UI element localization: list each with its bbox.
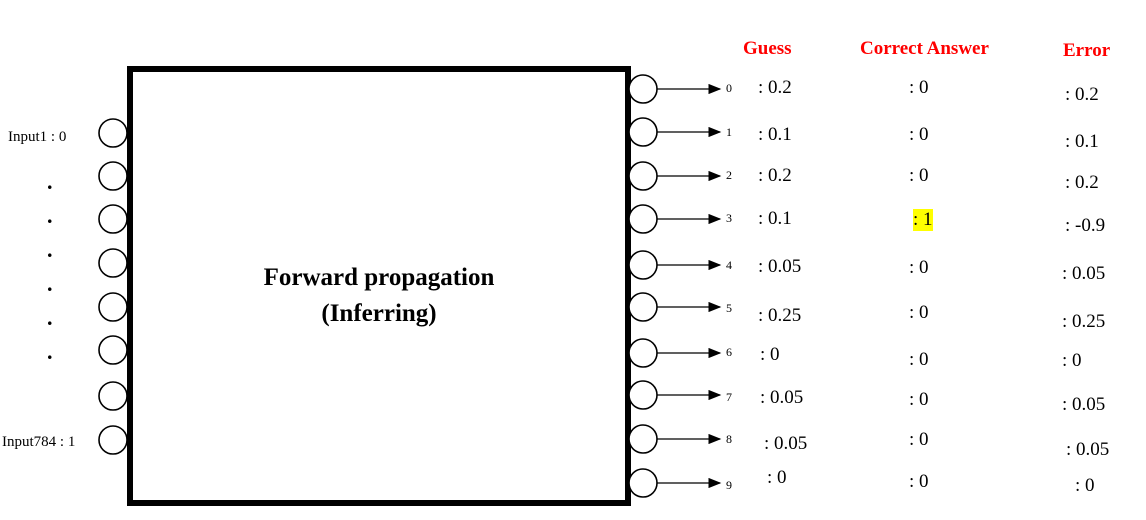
ellipsis-dot: .: [47, 203, 53, 228]
output-index: 1: [726, 125, 732, 139]
output-index: 5: [726, 301, 732, 315]
guess-value: : 0.2: [758, 165, 792, 186]
guess-value: : 0.05: [760, 387, 804, 408]
error-value: : 0.05: [1062, 263, 1106, 284]
correct-value: : 0: [909, 471, 929, 492]
error-value: : 0.05: [1062, 394, 1106, 415]
error-header: Error: [1063, 40, 1111, 61]
output-nodes: [628, 74, 722, 498]
error-value: : 0: [1062, 350, 1082, 371]
error-value: : 0.2: [1065, 172, 1099, 193]
correct-value: : 0: [909, 389, 929, 410]
output-index: 7: [726, 390, 732, 404]
output-index: 6: [726, 345, 732, 359]
forward-propagation-box: [127, 66, 631, 506]
input-last-label: Input784 : 1: [2, 434, 76, 450]
output-node: [628, 74, 658, 104]
ellipsis-dot: .: [47, 339, 53, 364]
input-node: [98, 335, 128, 365]
correct-value: : 0: [909, 257, 929, 278]
box-title-line1: Forward propagation: [263, 264, 495, 291]
output-node: [628, 468, 658, 498]
output-node: [628, 338, 658, 368]
output-node: [628, 292, 658, 322]
guess-value: : 0.1: [758, 208, 792, 229]
box-title-line2: (Inferring): [321, 300, 437, 327]
output-node: [628, 161, 658, 191]
input-first-label: Input1 : 0: [8, 129, 67, 145]
output-node: [628, 250, 658, 280]
guess-value: : 0.05: [758, 256, 802, 277]
output-index: 9: [726, 478, 732, 492]
ellipsis-dot: .: [47, 271, 53, 296]
output-index: 8: [726, 432, 732, 446]
guess-value: : 0: [760, 344, 780, 365]
input-node: [98, 204, 128, 234]
output-node: [628, 204, 658, 234]
correct-value: : 0: [909, 124, 929, 145]
input-node: [98, 118, 128, 148]
guess-value: : 0: [767, 467, 787, 488]
correct-value: : 0: [909, 165, 929, 186]
error-value: : 0.25: [1062, 311, 1106, 332]
output-index: 2: [726, 168, 732, 182]
input-node: [98, 292, 128, 322]
ellipsis-dot: .: [47, 305, 53, 330]
ellipsis-dot: .: [47, 237, 53, 262]
ellipsis-dot: .: [47, 169, 53, 194]
input-node: [98, 425, 128, 455]
guess-value: : 0.25: [758, 305, 802, 326]
output-node: [628, 380, 658, 410]
input-node: [98, 161, 128, 191]
input-node: [98, 248, 128, 278]
error-value: : 0.1: [1065, 131, 1099, 152]
output-node: [628, 424, 658, 454]
guess-value: : 0.2: [758, 77, 792, 98]
guess-header: Guess: [743, 38, 792, 59]
guess-value: : 0.05: [764, 433, 808, 454]
error-value: : 0.05: [1066, 439, 1110, 460]
correct-answer-header: Correct Answer: [860, 38, 989, 59]
correct-value: : 0: [909, 429, 929, 450]
error-value: : 0.2: [1065, 84, 1099, 105]
input-nodes: [98, 118, 128, 455]
output-node: [628, 117, 658, 147]
correct-value-highlighted: : 1: [913, 209, 933, 231]
error-value: : 0: [1075, 475, 1095, 496]
correct-value: : 0: [909, 302, 929, 323]
correct-value: : 0: [909, 349, 929, 370]
error-value: : -0.9: [1065, 215, 1106, 236]
input-node: [98, 381, 128, 411]
box-title: Forward propagation (Inferring): [130, 260, 628, 332]
output-index: 4: [726, 258, 732, 272]
guess-value: : 0.1: [758, 124, 792, 145]
output-index: 3: [726, 211, 732, 225]
correct-value: : 0: [909, 77, 929, 98]
output-index: 0: [726, 81, 732, 95]
